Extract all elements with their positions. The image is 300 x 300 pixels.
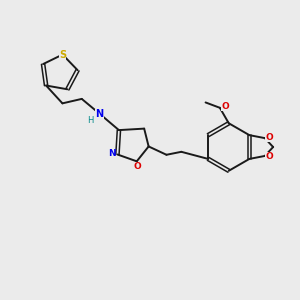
Text: S: S — [59, 50, 66, 60]
Text: N: N — [95, 109, 104, 119]
Text: H: H — [88, 116, 94, 125]
Text: O: O — [221, 102, 229, 111]
Text: N: N — [108, 149, 115, 158]
Text: O: O — [266, 152, 273, 161]
Text: O: O — [266, 133, 273, 142]
Text: O: O — [134, 162, 141, 171]
